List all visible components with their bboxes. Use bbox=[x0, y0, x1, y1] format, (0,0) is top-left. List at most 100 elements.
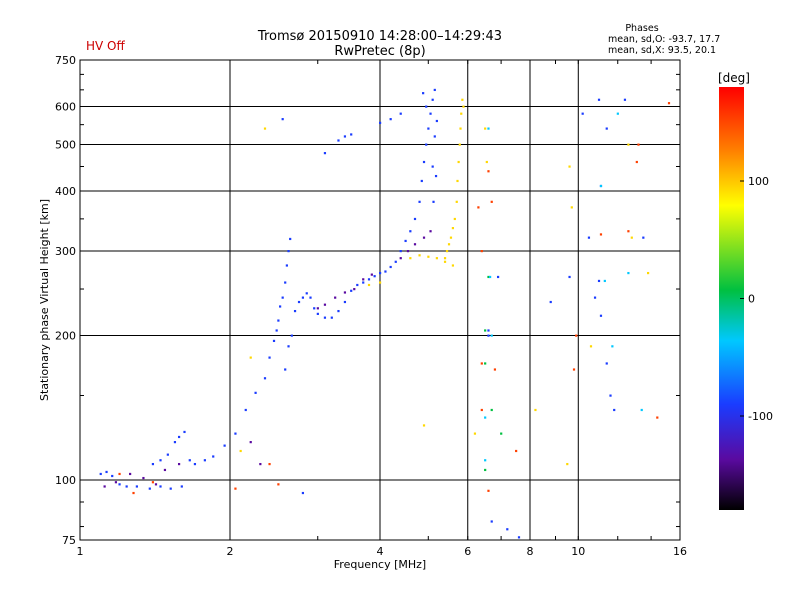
echo-point bbox=[422, 424, 426, 427]
y-axis-label: Stationary phase Virtual Height [km] bbox=[38, 199, 51, 401]
echo-point bbox=[611, 345, 614, 348]
echo-point bbox=[234, 487, 237, 490]
echo-point bbox=[422, 160, 426, 164]
echo-point bbox=[490, 334, 493, 337]
echo-point bbox=[163, 468, 167, 472]
echo-point bbox=[301, 296, 305, 299]
echo-point bbox=[609, 394, 612, 397]
x-tick-label: 2 bbox=[227, 545, 234, 558]
echo-point bbox=[173, 441, 177, 444]
echo-point bbox=[114, 481, 118, 484]
echo-point bbox=[640, 408, 643, 412]
echo-point bbox=[244, 408, 247, 412]
echo-point bbox=[566, 462, 569, 466]
phase-colorbar bbox=[719, 87, 744, 510]
echo-point bbox=[284, 281, 287, 284]
y-tick-label: 300 bbox=[55, 245, 76, 258]
echo-point bbox=[433, 135, 436, 138]
echo-point bbox=[151, 481, 155, 484]
echo-point bbox=[254, 391, 257, 394]
echo-point bbox=[249, 441, 252, 444]
echo-point bbox=[635, 160, 638, 164]
echo-point bbox=[485, 160, 488, 164]
echo-point bbox=[422, 92, 425, 95]
echo-point bbox=[517, 536, 521, 539]
echo-point bbox=[435, 257, 438, 260]
echo-point bbox=[613, 408, 616, 412]
echo-point bbox=[289, 237, 292, 241]
echo-point bbox=[277, 319, 280, 322]
echo-point bbox=[159, 459, 162, 462]
echo-point bbox=[490, 200, 493, 203]
echo-point bbox=[605, 127, 608, 130]
echo-point bbox=[429, 112, 432, 115]
echo-point bbox=[422, 236, 426, 239]
echo-point bbox=[500, 432, 503, 435]
echo-point bbox=[279, 305, 282, 308]
echo-point bbox=[293, 309, 297, 313]
echo-point bbox=[462, 105, 465, 108]
echo-point bbox=[287, 345, 290, 348]
echo-point bbox=[589, 345, 593, 348]
colorbar-tick-label: 0 bbox=[748, 293, 755, 306]
echo-point bbox=[177, 462, 181, 466]
echo-point bbox=[487, 329, 490, 332]
echo-point bbox=[489, 275, 492, 279]
echo-point bbox=[484, 416, 487, 419]
echo-point bbox=[166, 453, 169, 456]
echo-point bbox=[432, 200, 435, 203]
echo-point bbox=[459, 127, 462, 130]
echo-point bbox=[429, 230, 432, 233]
echo-point bbox=[496, 275, 500, 279]
echo-point bbox=[193, 462, 197, 466]
echo-point bbox=[434, 174, 438, 178]
echo-point bbox=[597, 98, 601, 101]
echo-point bbox=[316, 307, 319, 310]
echo-point bbox=[154, 483, 158, 486]
echo-point bbox=[223, 444, 226, 447]
echo-point bbox=[129, 472, 132, 476]
x-tick-label: 6 bbox=[464, 545, 471, 558]
echo-point bbox=[177, 435, 181, 439]
y-tick-label: 100 bbox=[55, 474, 76, 487]
echo-point bbox=[461, 98, 464, 101]
echo-point bbox=[572, 368, 576, 371]
echo-point bbox=[431, 98, 434, 101]
echo-point bbox=[409, 257, 412, 260]
echo-point bbox=[148, 487, 151, 490]
echo-point bbox=[180, 485, 183, 488]
echo-point bbox=[362, 278, 365, 281]
echo-point bbox=[568, 275, 571, 279]
echo-point bbox=[316, 312, 319, 315]
echo-point bbox=[111, 474, 114, 478]
echo-point bbox=[570, 206, 573, 209]
echo-point bbox=[203, 459, 206, 462]
echo-point bbox=[389, 118, 392, 121]
echo-point bbox=[373, 275, 376, 278]
echo-point bbox=[627, 271, 630, 275]
echo-point bbox=[487, 334, 490, 337]
echo-point bbox=[188, 459, 191, 462]
echo-point bbox=[394, 260, 397, 263]
echo-point bbox=[389, 265, 392, 269]
echo-point bbox=[99, 472, 102, 476]
echo-point bbox=[343, 291, 347, 294]
echo-point bbox=[234, 432, 237, 435]
echo-point bbox=[458, 143, 461, 146]
echo-point bbox=[447, 243, 451, 246]
echo-point bbox=[125, 485, 128, 488]
echo-point bbox=[433, 88, 436, 92]
echo-point bbox=[630, 236, 633, 239]
phases-stats-o-mode: mean, sd,O: -93.7, 17.7 bbox=[608, 34, 720, 45]
echo-point bbox=[285, 264, 288, 267]
echo-point bbox=[599, 184, 603, 188]
echo-point bbox=[118, 472, 121, 476]
chart-subtitle: RwPretec (8p) bbox=[334, 44, 425, 59]
echo-point bbox=[420, 179, 423, 183]
echo-point bbox=[343, 135, 347, 138]
echo-point bbox=[455, 200, 458, 203]
colorbar-tick-label: 100 bbox=[748, 175, 769, 188]
echo-point bbox=[277, 483, 280, 486]
echo-point bbox=[350, 289, 353, 292]
